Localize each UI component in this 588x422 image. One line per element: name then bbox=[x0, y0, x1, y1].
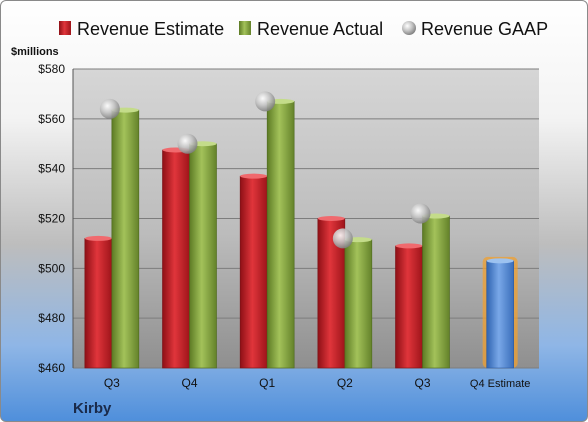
y-tick-label: $580 bbox=[38, 62, 65, 76]
bar-cap bbox=[240, 173, 268, 179]
legend-label-gaap: Revenue GAAP bbox=[421, 19, 548, 39]
estimate-bar bbox=[84, 238, 113, 369]
bar-cap bbox=[317, 216, 345, 221]
q4-estimate-bar bbox=[486, 260, 514, 369]
y-tick-label: $540 bbox=[38, 162, 65, 176]
bar-cap bbox=[84, 235, 112, 241]
company-name: Kirby bbox=[73, 400, 112, 417]
gaap-marker bbox=[177, 133, 198, 154]
actual-bar bbox=[189, 143, 217, 369]
legend-swatch-actual bbox=[239, 21, 251, 35]
x-tick-label: Q3 bbox=[104, 376, 120, 390]
bar-cap bbox=[486, 258, 514, 264]
gridlines bbox=[72, 68, 539, 369]
bars bbox=[84, 98, 518, 369]
bar-cap bbox=[395, 243, 423, 249]
actual-bar bbox=[344, 239, 373, 369]
legend-label-estimate: Revenue Estimate bbox=[77, 19, 224, 39]
gaap-marker bbox=[255, 91, 276, 112]
x-tick-label: Q4 Estimate bbox=[470, 378, 531, 390]
gaap-markers bbox=[99, 91, 431, 249]
gaap-marker bbox=[99, 98, 120, 119]
actual-bar bbox=[266, 101, 295, 369]
estimate-bar bbox=[395, 245, 423, 369]
y-axis-label: $millions bbox=[11, 46, 59, 58]
legend: Revenue Estimate Revenue Actual Revenue … bbox=[59, 19, 548, 39]
gaap-marker bbox=[332, 228, 353, 249]
legend-swatch-estimate bbox=[59, 21, 71, 35]
x-tick-label: Q3 bbox=[414, 376, 430, 390]
x-tick-label: Q2 bbox=[337, 376, 353, 390]
legend-label-actual: Revenue Actual bbox=[257, 19, 383, 39]
actual-bar bbox=[111, 109, 140, 369]
x-tick-label: Q1 bbox=[259, 376, 275, 390]
actual-bar bbox=[422, 215, 450, 369]
estimate-bar bbox=[162, 149, 190, 369]
x-tick-label: Q4 bbox=[181, 376, 197, 390]
estimate-bar bbox=[239, 175, 268, 369]
legend-swatch-gaap bbox=[402, 21, 416, 35]
y-tick-label: $520 bbox=[38, 212, 65, 226]
y-axis-ticks: $460 $480 $500 $520 $540 $560 $580 bbox=[38, 62, 65, 375]
y-tick-label: $460 bbox=[38, 361, 65, 375]
y-tick-label: $480 bbox=[38, 311, 65, 325]
y-tick-label: $500 bbox=[38, 261, 65, 275]
gaap-marker bbox=[410, 203, 431, 224]
x-axis-ticks: Q3 Q4 Q1 Q2 Q3 Q4 Estimate bbox=[104, 376, 531, 390]
y-tick-label: $560 bbox=[38, 112, 65, 126]
